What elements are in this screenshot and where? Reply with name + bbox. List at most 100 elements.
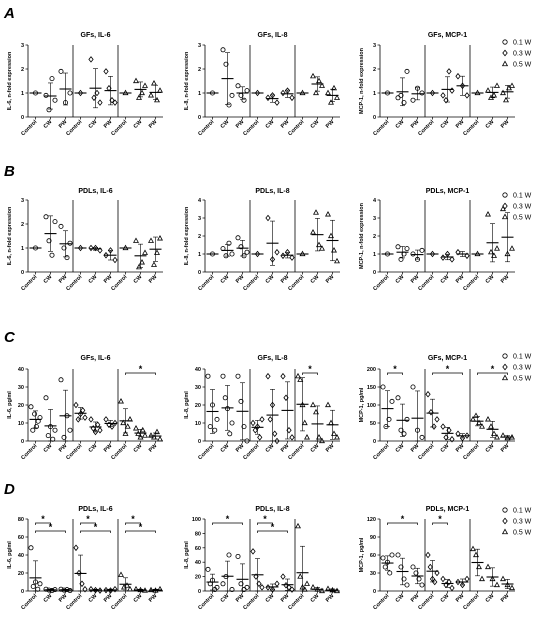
data-point (67, 240, 73, 246)
data-point (127, 585, 133, 592)
data-point (485, 87, 491, 93)
data-point (235, 235, 241, 241)
data-point (299, 584, 306, 590)
data-point (380, 555, 386, 561)
data-point (284, 248, 291, 256)
data-point (92, 428, 99, 436)
data-point (325, 401, 331, 408)
data-point (313, 408, 319, 415)
data-point (250, 419, 256, 427)
data-point (61, 587, 67, 593)
data-point (136, 263, 142, 270)
data-point (404, 416, 410, 422)
data-point (30, 584, 36, 590)
data-point (254, 89, 261, 97)
subchart-title: PDLs, MCP-1 (426, 188, 470, 195)
data-point (410, 251, 416, 257)
significance-star: * (438, 514, 442, 524)
data-point (386, 416, 392, 422)
data-point (37, 415, 43, 421)
data-point (49, 588, 55, 594)
data-point (227, 431, 233, 437)
y-tick-label: 200 (367, 367, 376, 373)
data-point (73, 544, 79, 552)
data-point (304, 580, 310, 586)
data-point (434, 416, 440, 423)
y-tick-label: 40 (195, 560, 201, 566)
data-point (272, 430, 278, 438)
data-point (310, 584, 316, 590)
data-point (491, 92, 497, 98)
y-tick-label: 3 (198, 43, 201, 49)
legend-marker-diamond (502, 202, 508, 210)
y-tick-label: 4 (373, 198, 377, 204)
data-point (77, 244, 84, 252)
significance-bracket (35, 522, 51, 525)
x-tick-label: PW (103, 274, 114, 285)
significance-star: * (491, 364, 495, 374)
data-point (274, 99, 280, 106)
y-tick-label: 3 (373, 43, 376, 49)
data-point (205, 373, 211, 379)
significance-bracket (80, 522, 96, 525)
y-axis-label: MCP-1, n-fold expression (359, 47, 365, 114)
data-point (274, 580, 280, 588)
significance-bracket (125, 522, 141, 525)
data-point (91, 94, 97, 102)
y-tick-label: 60 (370, 553, 376, 559)
x-tick-label: CW (220, 593, 231, 604)
x-tick-label: PW (58, 119, 69, 130)
data-point (109, 96, 115, 104)
data-point (238, 581, 244, 587)
x-tick-label: CW (485, 274, 496, 285)
x-tick-label: PW (325, 443, 336, 454)
data-point (494, 434, 500, 440)
x-tick-label: CW (440, 119, 451, 130)
x-tick-label: PW (58, 443, 69, 454)
data-point (118, 571, 124, 577)
data-point (222, 395, 228, 401)
panel-letter: C (4, 329, 16, 346)
x-tick-label: Control (287, 443, 305, 461)
data-point (223, 574, 229, 580)
data-point (485, 563, 491, 570)
data-point (464, 252, 470, 260)
x-tick-label: Control (65, 593, 83, 611)
data-point (404, 68, 410, 74)
x-tick-label: PW (103, 593, 114, 604)
data-point (449, 256, 455, 263)
data-point (80, 407, 86, 414)
data-point (223, 253, 229, 259)
data-point (52, 587, 58, 593)
data-point (135, 430, 142, 436)
data-point (58, 68, 64, 74)
significance-star: * (94, 522, 98, 532)
data-point (446, 578, 452, 586)
data-point (157, 585, 163, 592)
legend-label: 0.3 W (513, 50, 532, 57)
data-point (235, 373, 241, 379)
data-point (75, 416, 81, 423)
data-point (509, 82, 515, 88)
subchart: GFs, IL-8 IL-8, n-fold expression 0 1 2 3 Cont… (184, 32, 340, 137)
data-point (122, 244, 129, 251)
data-point (212, 427, 218, 433)
data-point (148, 432, 154, 438)
x-tick-label: Control (372, 274, 390, 292)
data-point (43, 586, 49, 592)
data-point (58, 223, 64, 229)
y-tick-label: 0 (198, 589, 201, 595)
significance-bracket (302, 372, 318, 375)
x-tick-label: PW (235, 443, 246, 454)
x-tick-label: CW (88, 274, 99, 285)
data-point (398, 256, 404, 262)
data-point (289, 434, 295, 441)
data-point (504, 250, 511, 257)
data-point (384, 251, 390, 257)
legend-label: 0.5 W (513, 214, 532, 221)
panel-letter: D (4, 481, 15, 498)
data-point (137, 586, 144, 593)
data-point (112, 585, 118, 593)
data-point (244, 88, 250, 94)
y-axis-label: IL-8, n-fold expression (184, 206, 190, 265)
